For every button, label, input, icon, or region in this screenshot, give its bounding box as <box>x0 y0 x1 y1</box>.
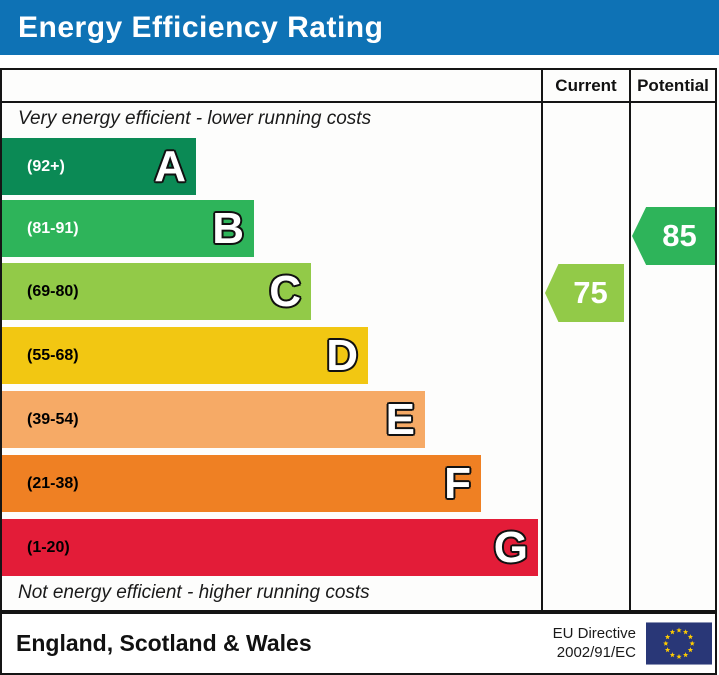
band-row-e: (39-54) E <box>2 391 425 448</box>
band-row-c: (69-80) C <box>2 263 311 320</box>
current-rating-value: 75 <box>573 275 608 310</box>
band-letter-a: A <box>154 141 186 191</box>
region-label: England, Scotland & Wales <box>16 630 312 656</box>
band-range-a: (92+) <box>27 157 65 175</box>
eu-directive-line2: 2002/91/EC <box>556 643 636 661</box>
potential-rating-value: 85 <box>662 218 697 253</box>
header-divider <box>2 101 715 103</box>
eu-flag-icon <box>646 622 712 665</box>
top-note: Very energy efficient - lower running co… <box>18 108 372 129</box>
eu-directive-line1: EU Directive <box>552 624 636 642</box>
band-range-c: (69-80) <box>27 282 79 300</box>
band-letter-g: G <box>493 522 528 572</box>
band-range-d: (55-68) <box>27 346 79 364</box>
current-column-header: Current <box>555 75 617 95</box>
title-bar: Energy Efficiency Rating <box>0 0 719 55</box>
band-letter-d: D <box>326 330 358 380</box>
potential-rating-arrow: 85 <box>632 207 715 265</box>
bottom-note: Not energy efficient - higher running co… <box>18 582 370 603</box>
potential-column-header: Potential <box>637 75 709 95</box>
energy-rating-chart: Current Potential Very energy efficient … <box>0 68 717 612</box>
band-row-a: (92+) A <box>2 138 196 195</box>
band-letter-c: C <box>269 266 301 316</box>
band-range-f: (21-38) <box>27 474 79 492</box>
page-title: Energy Efficiency Rating <box>18 10 384 44</box>
band-letter-e: E <box>385 394 415 444</box>
column-divider-potential <box>629 70 631 610</box>
band-row-d: (55-68) D <box>2 327 368 384</box>
column-divider-current <box>541 70 543 610</box>
band-row-f: (21-38) F <box>2 455 481 512</box>
footer-bar: England, Scotland & Wales EU Directive 2… <box>0 612 717 675</box>
band-letter-b: B <box>212 203 244 253</box>
eu-directive-label: EU Directive 2002/91/EC <box>553 625 636 663</box>
current-rating-arrow: 75 <box>545 264 624 322</box>
band-range-g: (1-20) <box>27 538 70 556</box>
band-letter-f: F <box>444 458 471 508</box>
footer-right: EU Directive 2002/91/EC <box>553 620 715 667</box>
band-row-g: (1-20) G <box>2 519 538 576</box>
band-range-e: (39-54) <box>27 410 79 428</box>
band-row-b: (81-91) B <box>2 200 254 257</box>
band-range-b: (81-91) <box>27 219 79 237</box>
